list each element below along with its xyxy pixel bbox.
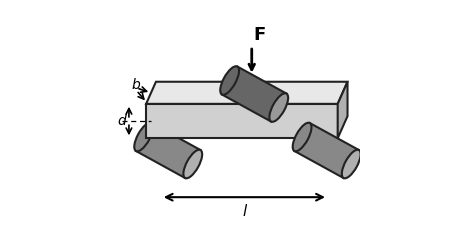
Polygon shape xyxy=(146,82,347,104)
Text: l: l xyxy=(242,205,246,219)
Polygon shape xyxy=(337,82,347,138)
Ellipse shape xyxy=(342,150,361,178)
Polygon shape xyxy=(146,104,337,138)
Ellipse shape xyxy=(269,93,288,122)
Polygon shape xyxy=(294,123,359,178)
Ellipse shape xyxy=(183,150,202,178)
Polygon shape xyxy=(222,66,286,122)
Polygon shape xyxy=(136,123,201,178)
Text: b: b xyxy=(132,79,141,92)
Text: d: d xyxy=(117,114,126,128)
Ellipse shape xyxy=(134,123,153,151)
Ellipse shape xyxy=(293,123,311,151)
Text: F: F xyxy=(253,26,265,44)
Ellipse shape xyxy=(220,66,239,95)
